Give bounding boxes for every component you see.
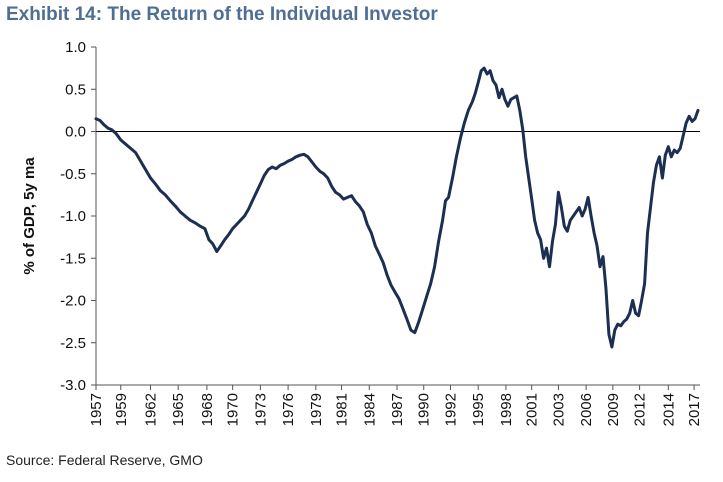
y-tick-label: -2.0	[60, 293, 86, 310]
y-tick-label: 0.0	[65, 124, 86, 141]
y-tick-label: -3.0	[60, 377, 86, 394]
y-tick-label: -1.5	[60, 250, 86, 267]
x-tick-label: 1957	[88, 393, 105, 426]
y-tick-label: 1.0	[65, 39, 86, 56]
x-tick-label: 1998	[498, 393, 515, 426]
source-note: Source: Federal Reserve, GMO	[6, 452, 203, 468]
x-tick-label: 2003	[550, 393, 567, 426]
x-tick-label: 1965	[170, 393, 187, 426]
axes-layer	[91, 46, 700, 390]
y-tick-labels: 1.0 0.5 0.0 -0.5 -1.0 -1.5 -2.0 -2.5 -3.0	[60, 39, 86, 394]
x-tick-label: 1962	[142, 393, 159, 426]
series-layer	[94, 66, 700, 349]
x-tick-labels: 1957 1959 1962 1965 1968 1970 1973 1976 1979 1981…	[88, 393, 703, 426]
y-axis-label: % of GDP, 5y ma	[21, 157, 38, 275]
x-tick-label: 1959	[113, 393, 130, 426]
x-tick-label: 1979	[308, 393, 325, 426]
x-tick-label: 1968	[199, 393, 216, 426]
y-tick-label: -2.5	[60, 335, 86, 352]
x-tick-label: 1984	[361, 393, 378, 426]
x-tick-label: 1992	[442, 393, 459, 426]
y-tick-label: 0.5	[65, 81, 86, 98]
y-tick-label: -0.5	[60, 166, 86, 183]
x-tick-label: 2014	[660, 393, 677, 426]
x-tick-label: 2017	[686, 393, 703, 426]
x-tick-label: 2009	[605, 393, 622, 426]
y-tick-label: -1.0	[60, 208, 86, 225]
x-tick-label: 1976	[280, 393, 297, 426]
x-tick-label: 1990	[416, 393, 433, 426]
x-tick-label: 2012	[632, 393, 649, 426]
chart-title: Exhibit 14: The Return of the Individual…	[6, 4, 438, 25]
x-tick-label: 1981	[334, 393, 351, 426]
series-line	[94, 66, 700, 349]
x-tick-label: 1973	[252, 393, 269, 426]
x-tick-label: 1987	[389, 393, 406, 426]
x-tick-label: 1995	[470, 393, 487, 426]
x-tick-label: 2001	[524, 393, 541, 426]
x-tick-label: 1970	[225, 393, 242, 426]
x-tick-label: 2006	[578, 393, 595, 426]
